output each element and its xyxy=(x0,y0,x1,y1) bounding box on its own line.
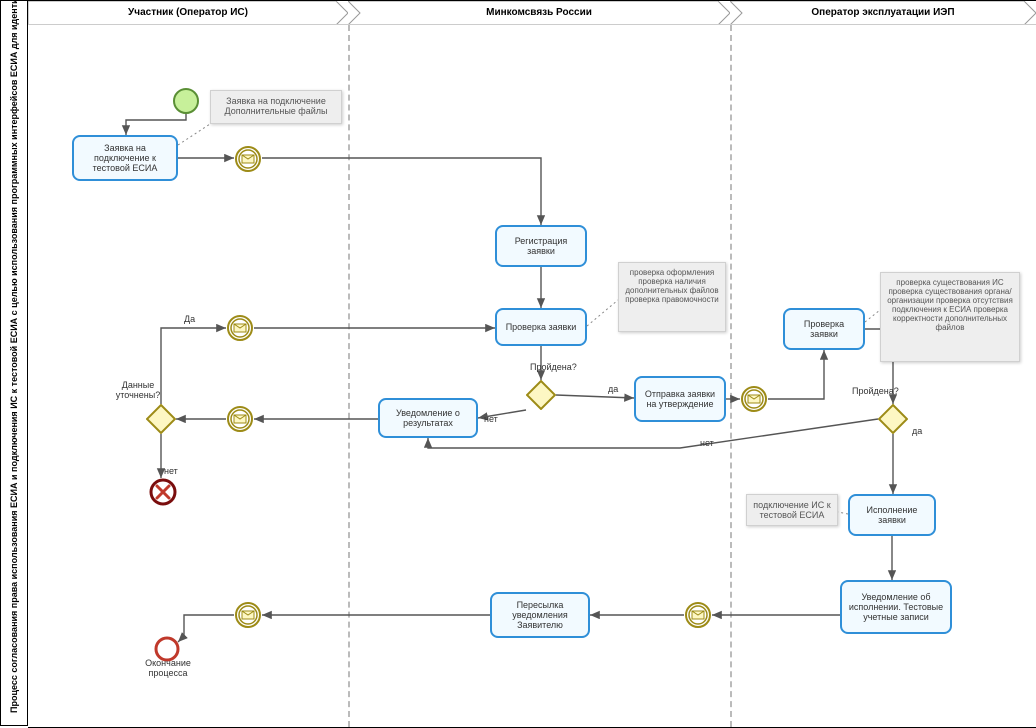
msg-event-4 xyxy=(740,385,768,413)
label-end: Окончание процесса xyxy=(138,658,198,678)
msg-event-3 xyxy=(226,405,254,433)
task-exec: Исполнение заявки xyxy=(848,494,936,536)
lane-header-1: Участник (Оператор ИС) xyxy=(28,1,348,25)
label-yes1: Да xyxy=(184,314,195,324)
gateway-pass1 xyxy=(526,380,556,410)
lane-divider-2 xyxy=(730,25,732,727)
pool-title: Процесс согласования права использования… xyxy=(9,13,19,713)
note-exec: подключение ИС к тестовой ЕСИА xyxy=(746,494,838,526)
start-event xyxy=(173,88,199,119)
lane-header-2: Минкомсвязь России xyxy=(348,1,730,25)
gateway-pass2 xyxy=(878,404,908,434)
label-refine-q: Данные уточнены? xyxy=(108,380,168,400)
lane-header-3: Оператор эксплуатации ИЭП xyxy=(730,1,1036,25)
task-check1: Проверка заявки xyxy=(495,308,587,346)
label-p2-yes: да xyxy=(912,426,922,436)
msg-event-1 xyxy=(234,145,262,173)
msg-event-2 xyxy=(226,314,254,342)
task-register: Регистрация заявки xyxy=(495,225,587,267)
msg-event-6 xyxy=(234,601,262,629)
label-pass1-q: Пройдена? xyxy=(530,362,577,372)
terminate-event xyxy=(149,478,177,511)
label-p2-no: нет xyxy=(700,438,714,448)
label-p1-yes: да xyxy=(608,384,618,394)
label-p1-no: нет xyxy=(484,414,498,424)
task-send: Отправка заявки на утверждение xyxy=(634,376,726,422)
note-apply: Заявка на подключение Дополнительные фай… xyxy=(210,90,342,124)
task-notify: Уведомление о результатах xyxy=(378,398,478,438)
lane-divider-1 xyxy=(348,25,350,727)
note-check2: проверка существования ИС проверка сущес… xyxy=(880,272,1020,362)
task-check2: Проверка заявки xyxy=(783,308,865,350)
msg-event-5 xyxy=(684,601,712,629)
label-pass2-q: Пройдена? xyxy=(852,386,899,396)
note-check1: проверка оформления проверка наличия доп… xyxy=(618,262,726,332)
gateway-refine xyxy=(146,404,176,434)
task-apply: Заявка на подключение к тестовой ЕСИА xyxy=(72,135,178,181)
pool-label: Процесс согласования права использования… xyxy=(0,0,28,726)
label-no1: нет xyxy=(164,466,178,476)
task-notify2: Уведомление об исполнении. Тестовые учет… xyxy=(840,580,952,634)
bpmn-diagram: Процесс согласования права использования… xyxy=(0,0,1036,726)
task-forward: Пересылка уведомления Заявителю xyxy=(490,592,590,638)
lane-header-border xyxy=(28,24,1036,25)
